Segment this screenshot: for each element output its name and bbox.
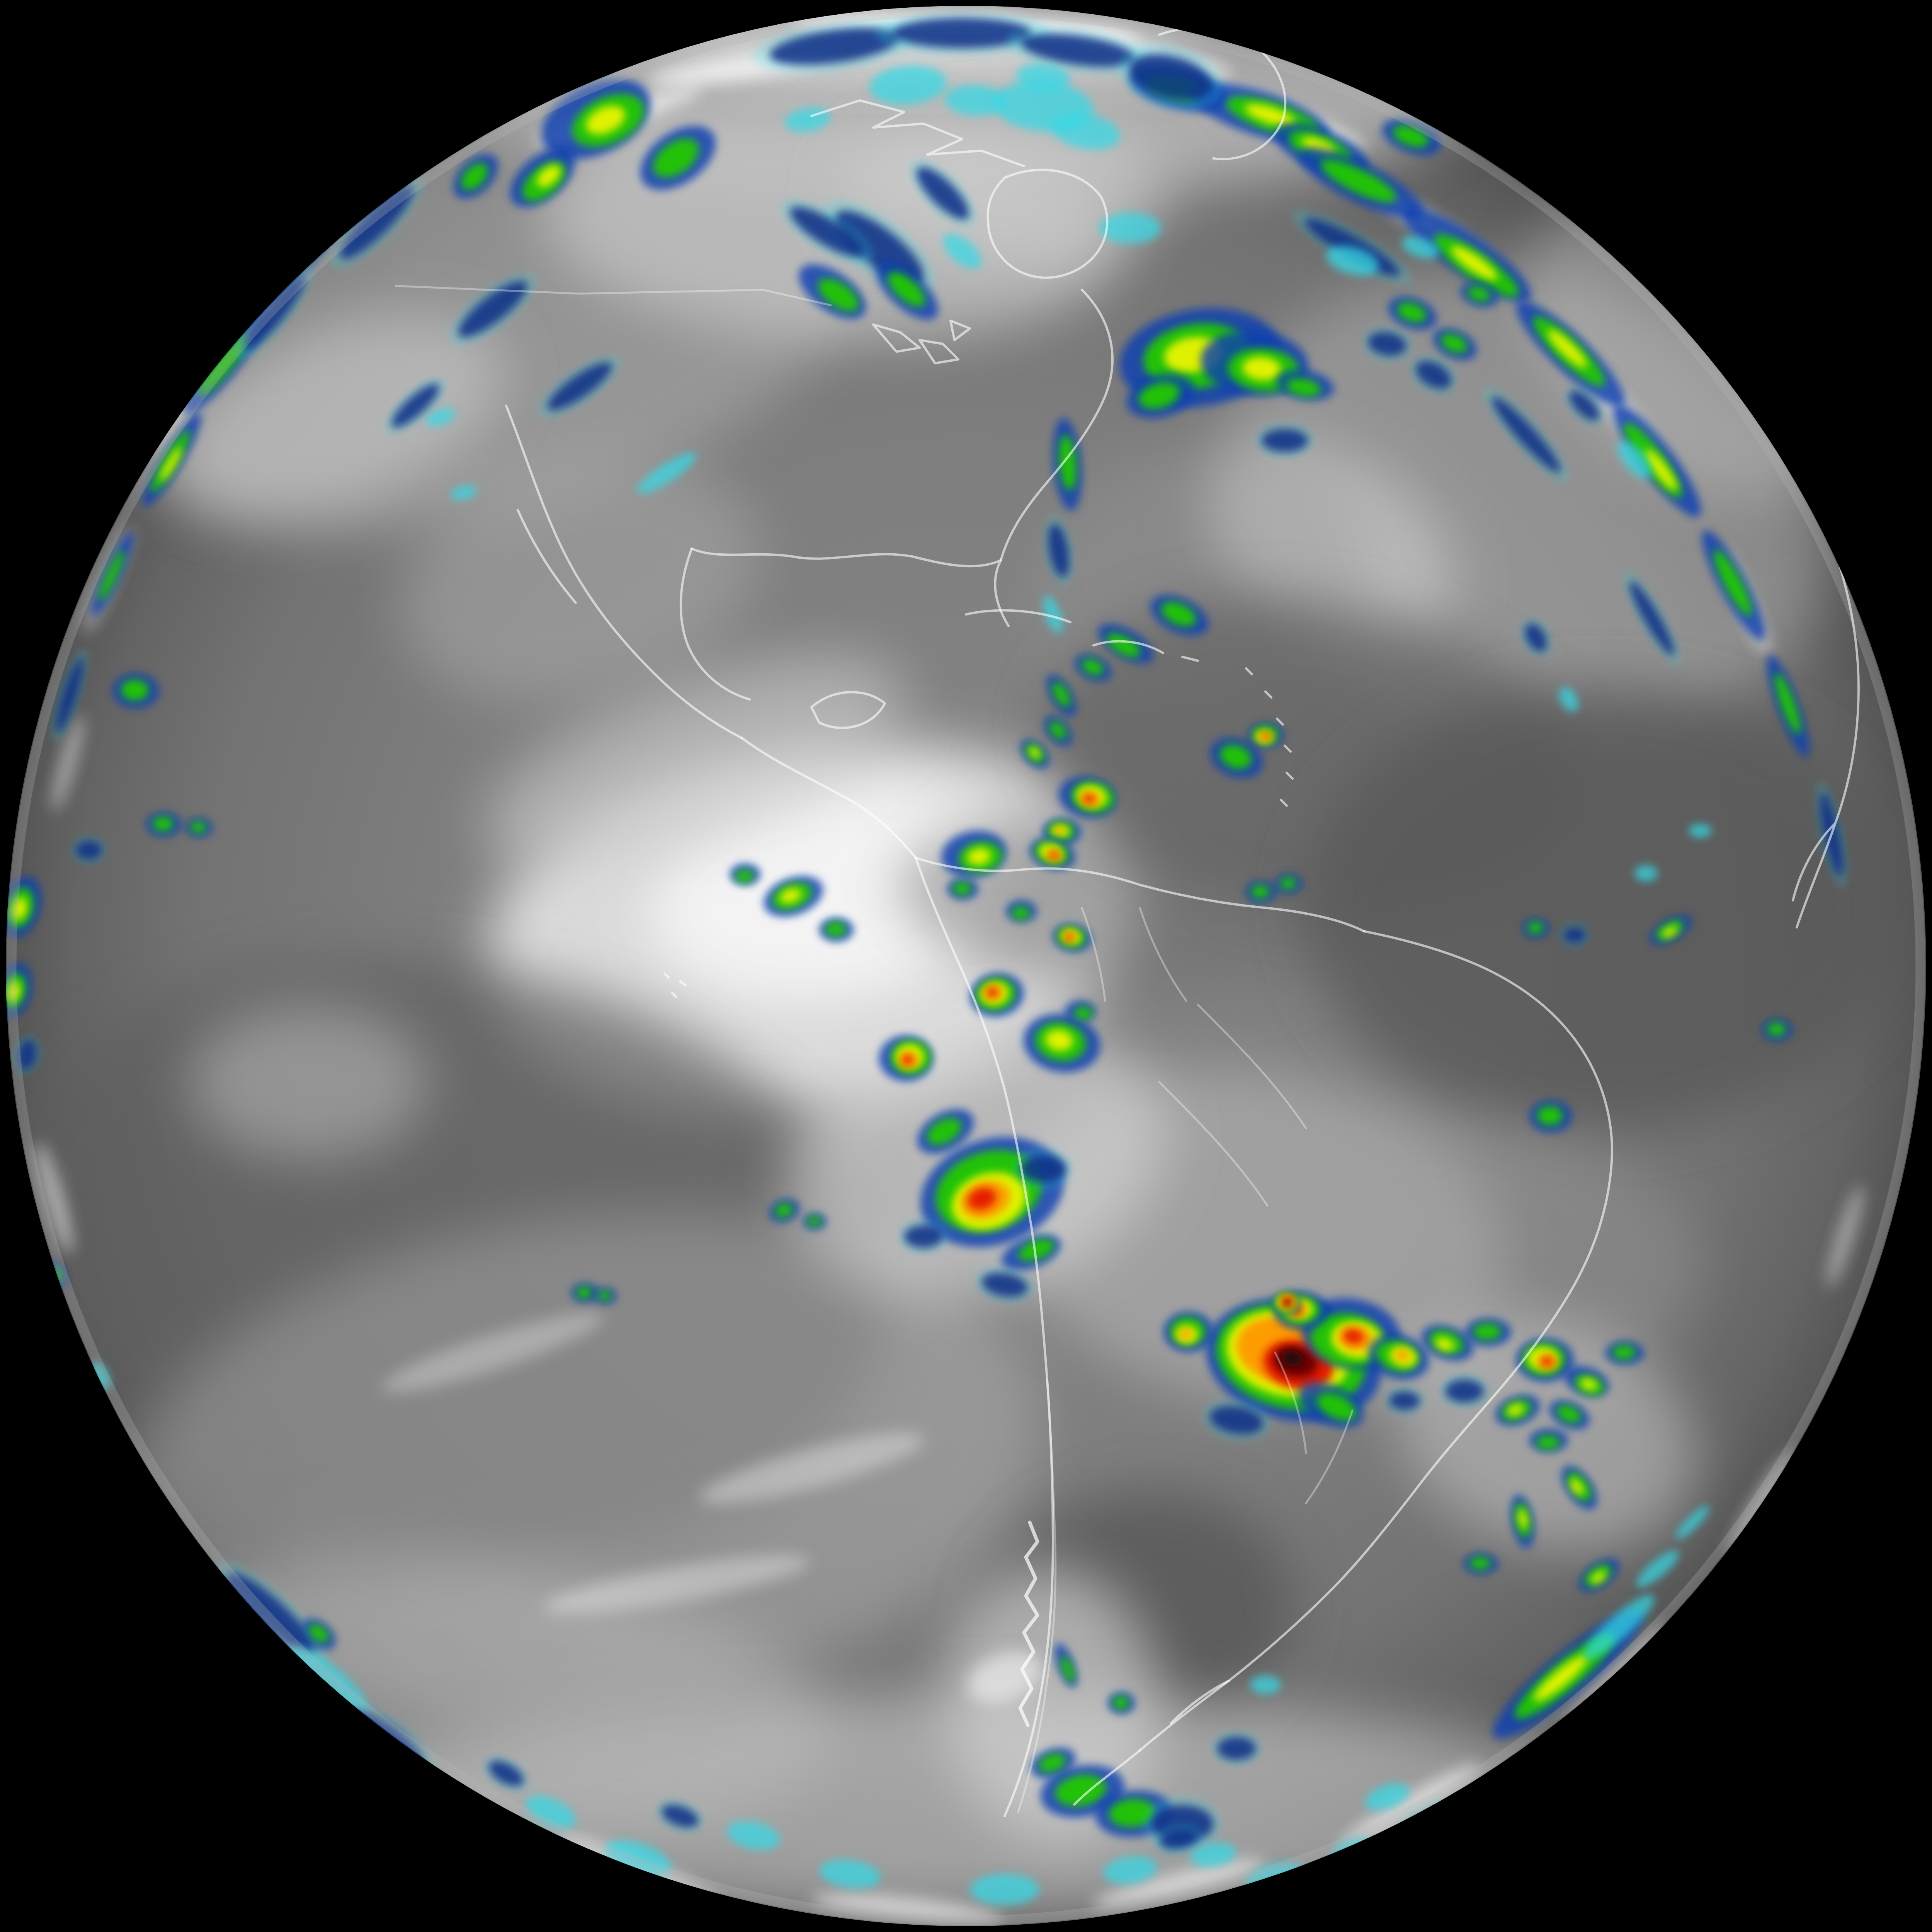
cold-cloud-blob <box>730 864 760 885</box>
cold-cloud-blob <box>970 1874 1039 1905</box>
cold-cloud-blob <box>1108 1692 1135 1714</box>
cold-cloud-blob <box>72 836 106 864</box>
cold-cloud-blob <box>1529 1100 1572 1133</box>
cold-cloud-blob <box>1250 1675 1281 1694</box>
cold-cloud-blob <box>1275 874 1302 893</box>
cold-cloud-blob <box>146 812 181 837</box>
earth-full-disk-satellite-image <box>0 0 1932 1932</box>
cold-cloud-blob <box>185 818 213 837</box>
cold-cloud-blob <box>1560 923 1589 947</box>
cold-cloud-blob <box>1762 1019 1793 1041</box>
cold-cloud-blob <box>1689 824 1712 838</box>
cold-cloud-blob <box>1529 1429 1568 1452</box>
cold-cloud-blob <box>1273 1292 1300 1314</box>
cold-cloud-blob <box>1006 900 1037 922</box>
cold-cloud-blob <box>900 1220 948 1253</box>
cold-cloud-blob <box>879 1035 933 1081</box>
cold-cloud-blob <box>1065 1000 1096 1022</box>
cold-cloud-blob <box>1385 1387 1424 1414</box>
cold-cloud-blob <box>1256 424 1314 457</box>
cold-cloud-blob <box>1248 723 1283 748</box>
cold-cloud-blob <box>1099 213 1161 243</box>
gray-cloud-patch <box>1304 686 1903 1130</box>
satellite-image-viewport: Full-disk enhanced infrared weather sate… <box>0 0 1932 1932</box>
cold-cloud-blob <box>1634 865 1658 881</box>
cold-cloud-blob <box>819 918 854 942</box>
cold-cloud-blob <box>1163 1312 1214 1352</box>
cold-cloud-blob <box>1245 881 1276 903</box>
cold-cloud-blob <box>803 1213 826 1230</box>
cold-cloud-blob <box>1605 1341 1644 1364</box>
cold-cloud-blob <box>1465 1318 1511 1346</box>
cold-cloud-blob <box>1440 1374 1489 1408</box>
cold-cloud-blob <box>112 673 159 708</box>
cold-cloud-blob <box>1213 1732 1261 1765</box>
cold-cloud-blob <box>1522 918 1549 937</box>
cold-cloud-blob <box>594 1288 617 1304</box>
gray-cloud-patch <box>189 1005 429 1159</box>
cold-cloud-blob <box>1463 1553 1498 1574</box>
cold-cloud-blob <box>947 878 978 900</box>
